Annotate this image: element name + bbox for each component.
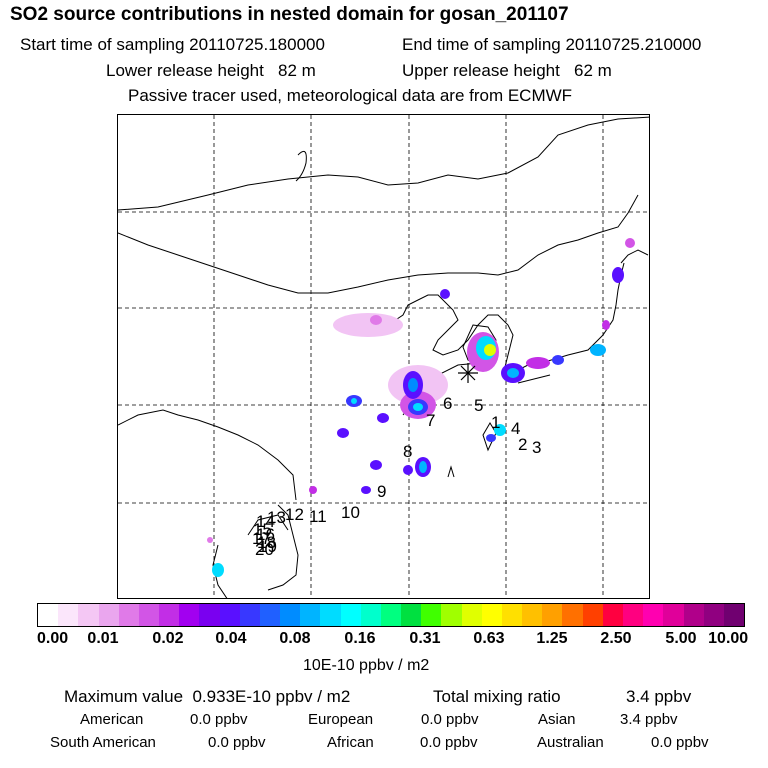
colorbar-cell <box>58 604 79 626</box>
source-label: 8 <box>403 442 413 461</box>
colorbar-cell <box>703 604 724 626</box>
asian-label: Asian <box>538 711 576 728</box>
colorbar-cell <box>481 604 502 626</box>
colorbar-cell <box>280 604 301 626</box>
colorbar-tick-label: 0.16 <box>344 630 376 647</box>
colorbar-tick-label: 0.08 <box>279 630 311 647</box>
colorbar-cell <box>340 604 361 626</box>
map-panel: 1 2 3 4 5 6 7 8 9 10 11 12 13 14 15 16 1… <box>117 114 650 599</box>
south-american-value: 0.0 ppbv <box>208 734 266 751</box>
colorbar-tick-label: 1.25 <box>536 630 568 647</box>
african-value: 0.0 ppbv <box>420 734 478 751</box>
colorbar-cell <box>562 604 583 626</box>
colorbar-cell <box>300 604 321 626</box>
colorbar-cell <box>582 604 603 626</box>
source-label: 1 <box>491 413 501 432</box>
colorbar-cell <box>643 604 664 626</box>
colorbar-cell <box>683 604 704 626</box>
colorbar-cell <box>622 604 644 626</box>
start-time-label: Start time of sampling 20110725.180000 <box>20 35 325 54</box>
source-label: 9 <box>377 482 387 501</box>
plume-layer <box>207 238 635 577</box>
source-label: 18 <box>257 533 276 552</box>
colorbar-tick-label: 0.31 <box>409 630 441 647</box>
colorbar-cell <box>199 604 220 626</box>
colorbar-cell <box>38 604 59 626</box>
asian-value: 3.4 ppbv <box>620 711 678 728</box>
colorbar-tick-label: 2.50 <box>600 630 632 647</box>
source-label: 2 <box>518 435 528 454</box>
colorbar-cell <box>421 604 442 626</box>
colorbar-unit: 10E-10 ppbv / m2 <box>303 657 430 674</box>
colorbar-cell <box>441 604 462 626</box>
colorbar-cell <box>159 604 180 626</box>
colorbar-cell <box>138 604 160 626</box>
source-label: 12 <box>285 505 304 524</box>
colorbar-tick-label: 0.63 <box>473 630 505 647</box>
source-label: 3 <box>532 438 542 457</box>
source-label: 6 <box>443 394 453 413</box>
tracer-label: Passive tracer used, meteorological data… <box>128 86 573 105</box>
colorbar-cell <box>723 604 745 626</box>
end-time-label: End time of sampling 20110725.210000 <box>402 35 702 54</box>
source-label: 7 <box>426 411 436 430</box>
source-label: 5 <box>474 396 484 415</box>
colorbar-cell <box>259 604 281 626</box>
colorbar-cell <box>602 604 623 626</box>
colorbar-cell <box>461 604 482 626</box>
colorbar-cell <box>98 604 119 626</box>
source-label: 14 <box>256 512 275 531</box>
star-icon <box>458 363 478 383</box>
colorbar-tick-label: 5.00 <box>665 630 697 647</box>
source-label: 13 <box>267 508 286 527</box>
colorbar-cell <box>118 604 139 626</box>
colorbar <box>37 603 745 627</box>
south-american-label: South American <box>50 734 156 751</box>
source-label: 17 <box>252 529 271 548</box>
colorbar-tick-label: 0.04 <box>215 630 247 647</box>
colorbar-cell <box>239 604 260 626</box>
source-label: 20 <box>255 540 274 559</box>
colorbar-tick-label: 10.00 <box>708 630 749 647</box>
colorbar-tick-label: 0.01 <box>87 630 119 647</box>
total-mixing-value: 3.4 ppbv <box>626 687 692 706</box>
upper-height-label: Upper release height 62 m <box>402 61 612 80</box>
colorbar-cell <box>320 604 341 626</box>
african-label: African <box>327 734 374 751</box>
colorbar-cell <box>179 604 200 626</box>
colorbar-tick-label: 0.02 <box>152 630 184 647</box>
source-label: 10 <box>341 503 360 522</box>
colorbar-cell <box>522 604 543 626</box>
max-value-label: Maximum value 0.933E-10 ppbv / m2 <box>64 687 351 706</box>
australian-label: Australian <box>537 734 604 751</box>
european-label: European <box>308 711 374 728</box>
source-label: 15 <box>253 520 272 539</box>
lower-height-label: Lower release height 82 m <box>106 61 316 80</box>
american-value: 0.0 ppbv <box>190 711 248 728</box>
colorbar-cell <box>401 604 422 626</box>
source-label: 11 <box>309 507 327 526</box>
colorbar-cell <box>219 604 240 626</box>
colorbar-cell <box>360 604 381 626</box>
colorbar-tick-label: 0.00 <box>37 630 69 647</box>
colorbar-cell <box>380 604 402 626</box>
source-label: 4 <box>511 419 521 438</box>
colorbar-cell <box>78 604 99 626</box>
map-canvas <box>118 115 649 598</box>
european-value: 0.0 ppbv <box>421 711 479 728</box>
coastlines <box>118 116 649 598</box>
source-label: 19 <box>258 537 277 556</box>
american-label: American <box>80 711 144 728</box>
lat-lon-grid <box>118 115 649 598</box>
colorbar-cell <box>542 604 563 626</box>
map-title: SO2 source contributions in nested domai… <box>10 4 569 25</box>
colorbar-cell <box>663 604 684 626</box>
australian-value: 0.0 ppbv <box>651 734 709 751</box>
total-mixing-label: Total mixing ratio <box>433 687 561 706</box>
source-label: 16 <box>256 525 275 544</box>
colorbar-cell <box>501 604 523 626</box>
